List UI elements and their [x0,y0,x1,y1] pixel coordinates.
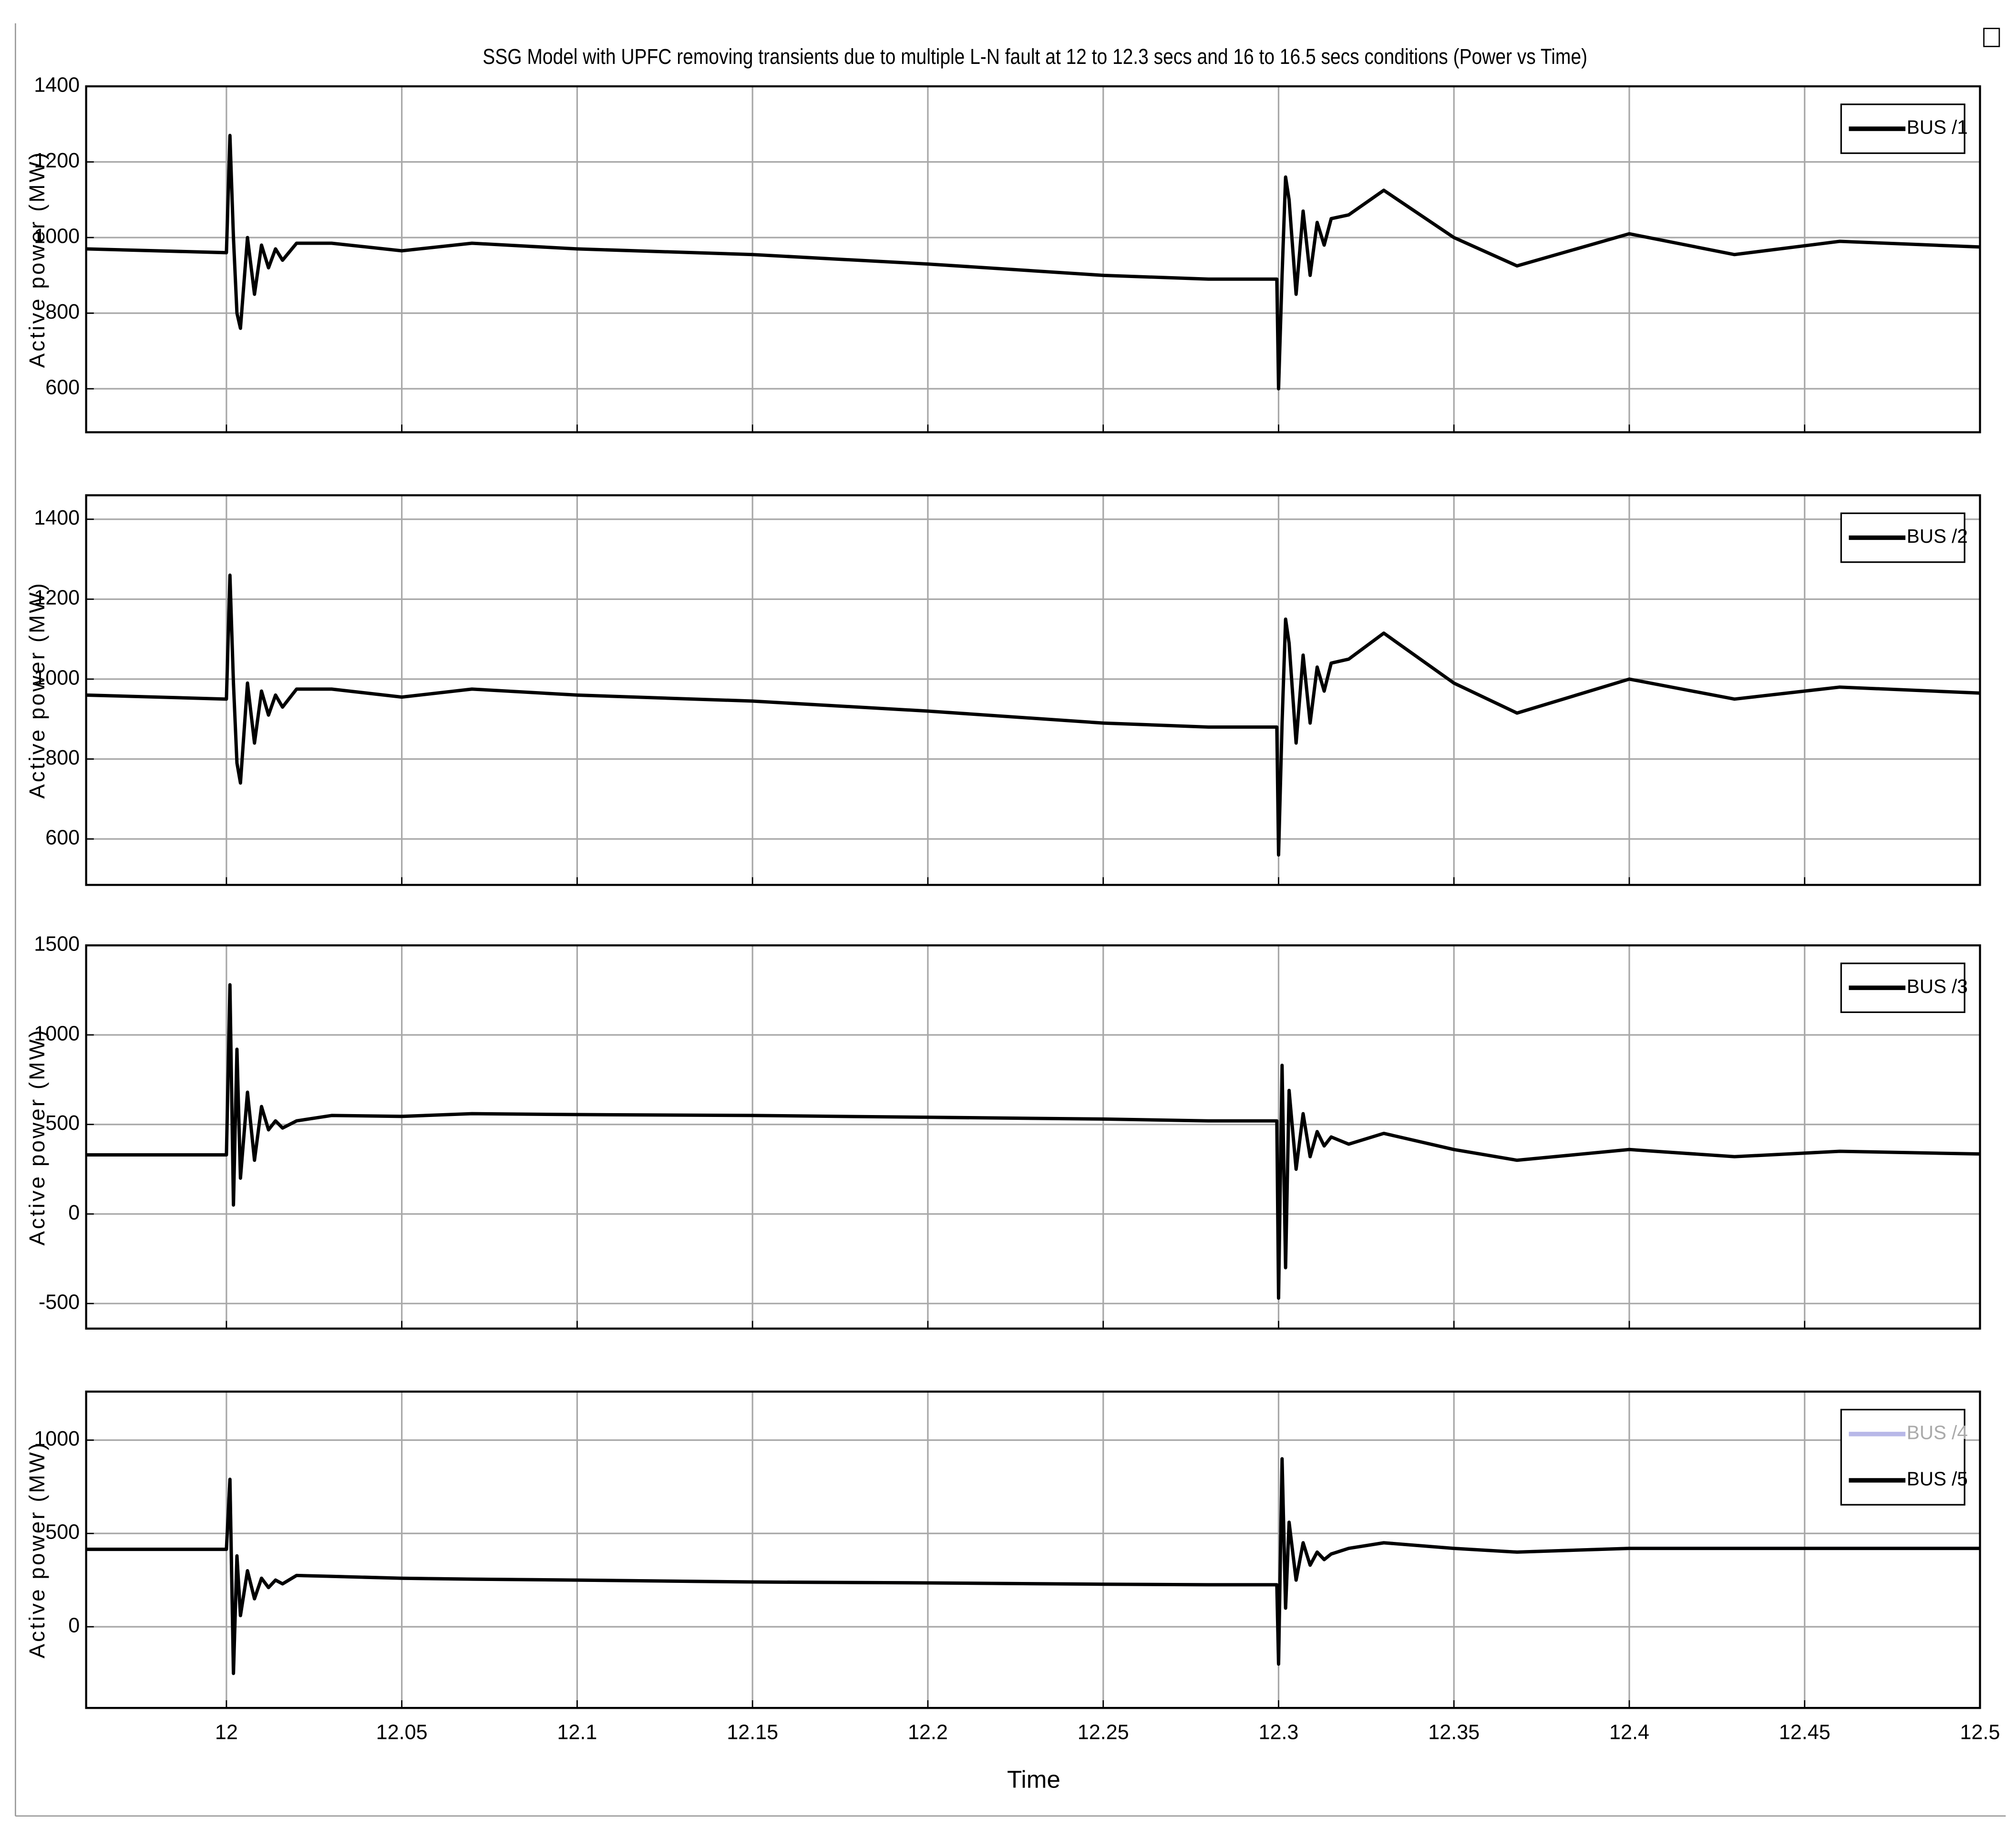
legend-label: BUS /4 [1907,1422,1968,1444]
x-tick-label: 12.05 [376,1721,428,1744]
line-series [86,573,1980,857]
x-tick-label: 12.45 [1779,1721,1831,1744]
x-tick-label: 12.1 [557,1721,597,1744]
y-tick-label: 1000 [34,225,80,248]
y-tick-label: 0 [68,1614,80,1637]
x-tick-label: 12.35 [1428,1721,1480,1744]
plot-frame [85,494,1981,886]
chart-title: SSG Model with UPFC removing transients … [483,44,1587,69]
x-tick-label: 12.4 [1609,1721,1649,1744]
y-axis-label: Active power (MW) [25,581,49,799]
y-tick-label: 1000 [34,666,80,689]
y-tick-label: 0 [68,1201,80,1224]
y-tick-label: 1200 [34,587,80,610]
y-tick-label: 1400 [34,73,80,96]
y-tick-label: 800 [45,746,80,769]
y-tick-label: 1200 [34,149,80,172]
y-tick-label: 1000 [34,1022,80,1045]
undock-icon[interactable] [1983,28,2000,47]
y-tick-label: 500 [45,1112,80,1135]
line-series [86,1457,1980,1675]
legend-box [1840,1409,1965,1506]
y-tick-label: 500 [45,1521,80,1544]
y-tick-label: 1500 [34,933,80,956]
legend-label: BUS /1 [1907,116,1968,138]
x-tick-label: 12.2 [908,1721,948,1744]
plot-frame [85,1390,1981,1709]
plot-frame [85,944,1981,1330]
line-series [86,983,1980,1300]
x-tick-label: 12 [215,1721,238,1744]
y-tick-label: 800 [45,300,80,323]
x-axis-label: Time [1007,1766,1060,1793]
y-tick-label: 600 [45,376,80,399]
y-tick-label: 1000 [34,1427,80,1450]
y-axis-label: Active power (MW) [25,1028,49,1246]
legend-label: BUS /3 [1907,975,1968,997]
plot-frame [85,85,1981,434]
legend-label: BUS /5 [1907,1468,1968,1490]
x-tick-label: 12.3 [1258,1721,1298,1744]
x-tick-label: 12.15 [727,1721,778,1744]
y-tick-label: -500 [39,1291,80,1314]
y-axis-label: Active power (MW) [25,1441,49,1659]
legend-label: BUS /2 [1907,525,1968,547]
y-tick-label: 600 [45,827,80,849]
x-tick-label: 12.25 [1078,1721,1129,1744]
x-tick-label: 12.5 [1960,1721,2000,1744]
line-series [86,134,1980,391]
y-axis-label: Active power (MW) [25,151,49,368]
y-tick-label: 1400 [34,506,80,529]
